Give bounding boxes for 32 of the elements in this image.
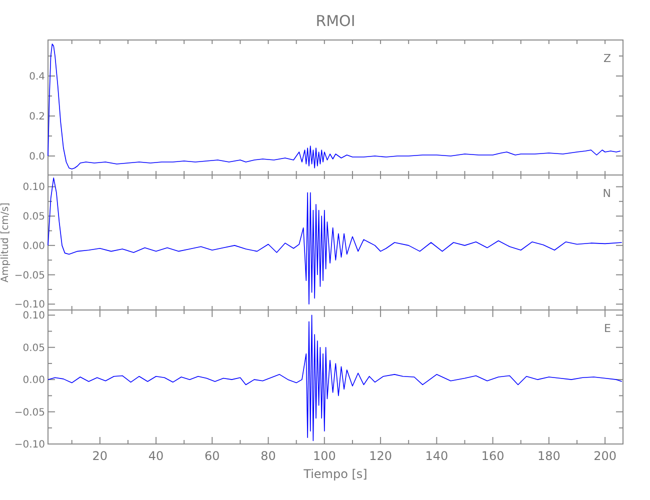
y-tick-label: 0.00 xyxy=(22,240,45,252)
y-tick-label: 0.0 xyxy=(29,152,45,162)
y-tick-label: −0.05 xyxy=(14,407,45,418)
y-tick-label: −0.05 xyxy=(14,270,45,282)
x-tick-label: 20 xyxy=(92,449,108,463)
y-tick-label: 0.05 xyxy=(22,212,45,223)
x-tick-label: 120 xyxy=(369,449,392,463)
x-tick-label: 160 xyxy=(481,449,504,463)
x-tick-label: 140 xyxy=(425,449,448,463)
chart-title: RMOI xyxy=(316,12,356,30)
line-series xyxy=(48,178,622,305)
x-tick-label: 100 xyxy=(312,449,336,463)
y-tick-label: −0.10 xyxy=(14,300,45,311)
x-tick-label: 80 xyxy=(260,449,276,463)
line-series xyxy=(48,314,622,442)
x-tick-label: 40 xyxy=(148,449,164,463)
annotation: E xyxy=(604,322,612,335)
y-tick-label: 0.10 xyxy=(22,182,45,194)
line-series xyxy=(48,44,621,170)
x-tick-label: 200 xyxy=(594,449,616,463)
annotation: Z xyxy=(603,52,612,65)
x-axis-title: Tiempo [s] xyxy=(302,467,368,481)
y-axis-title: Amplitud [cm/s] xyxy=(0,202,11,282)
y-tick-label: 0.4 xyxy=(29,72,45,82)
y-tick-label: 0.10 xyxy=(22,310,45,322)
y-tick-label: −0.10 xyxy=(14,440,45,450)
y-tick-label: 0.2 xyxy=(29,112,45,122)
x-tick-label: 180 xyxy=(537,449,560,463)
annotation: N xyxy=(602,187,611,200)
x-tick-label: 60 xyxy=(204,449,220,463)
y-tick-label: 0.00 xyxy=(22,375,45,386)
y-tick-label: 0.05 xyxy=(22,342,45,354)
